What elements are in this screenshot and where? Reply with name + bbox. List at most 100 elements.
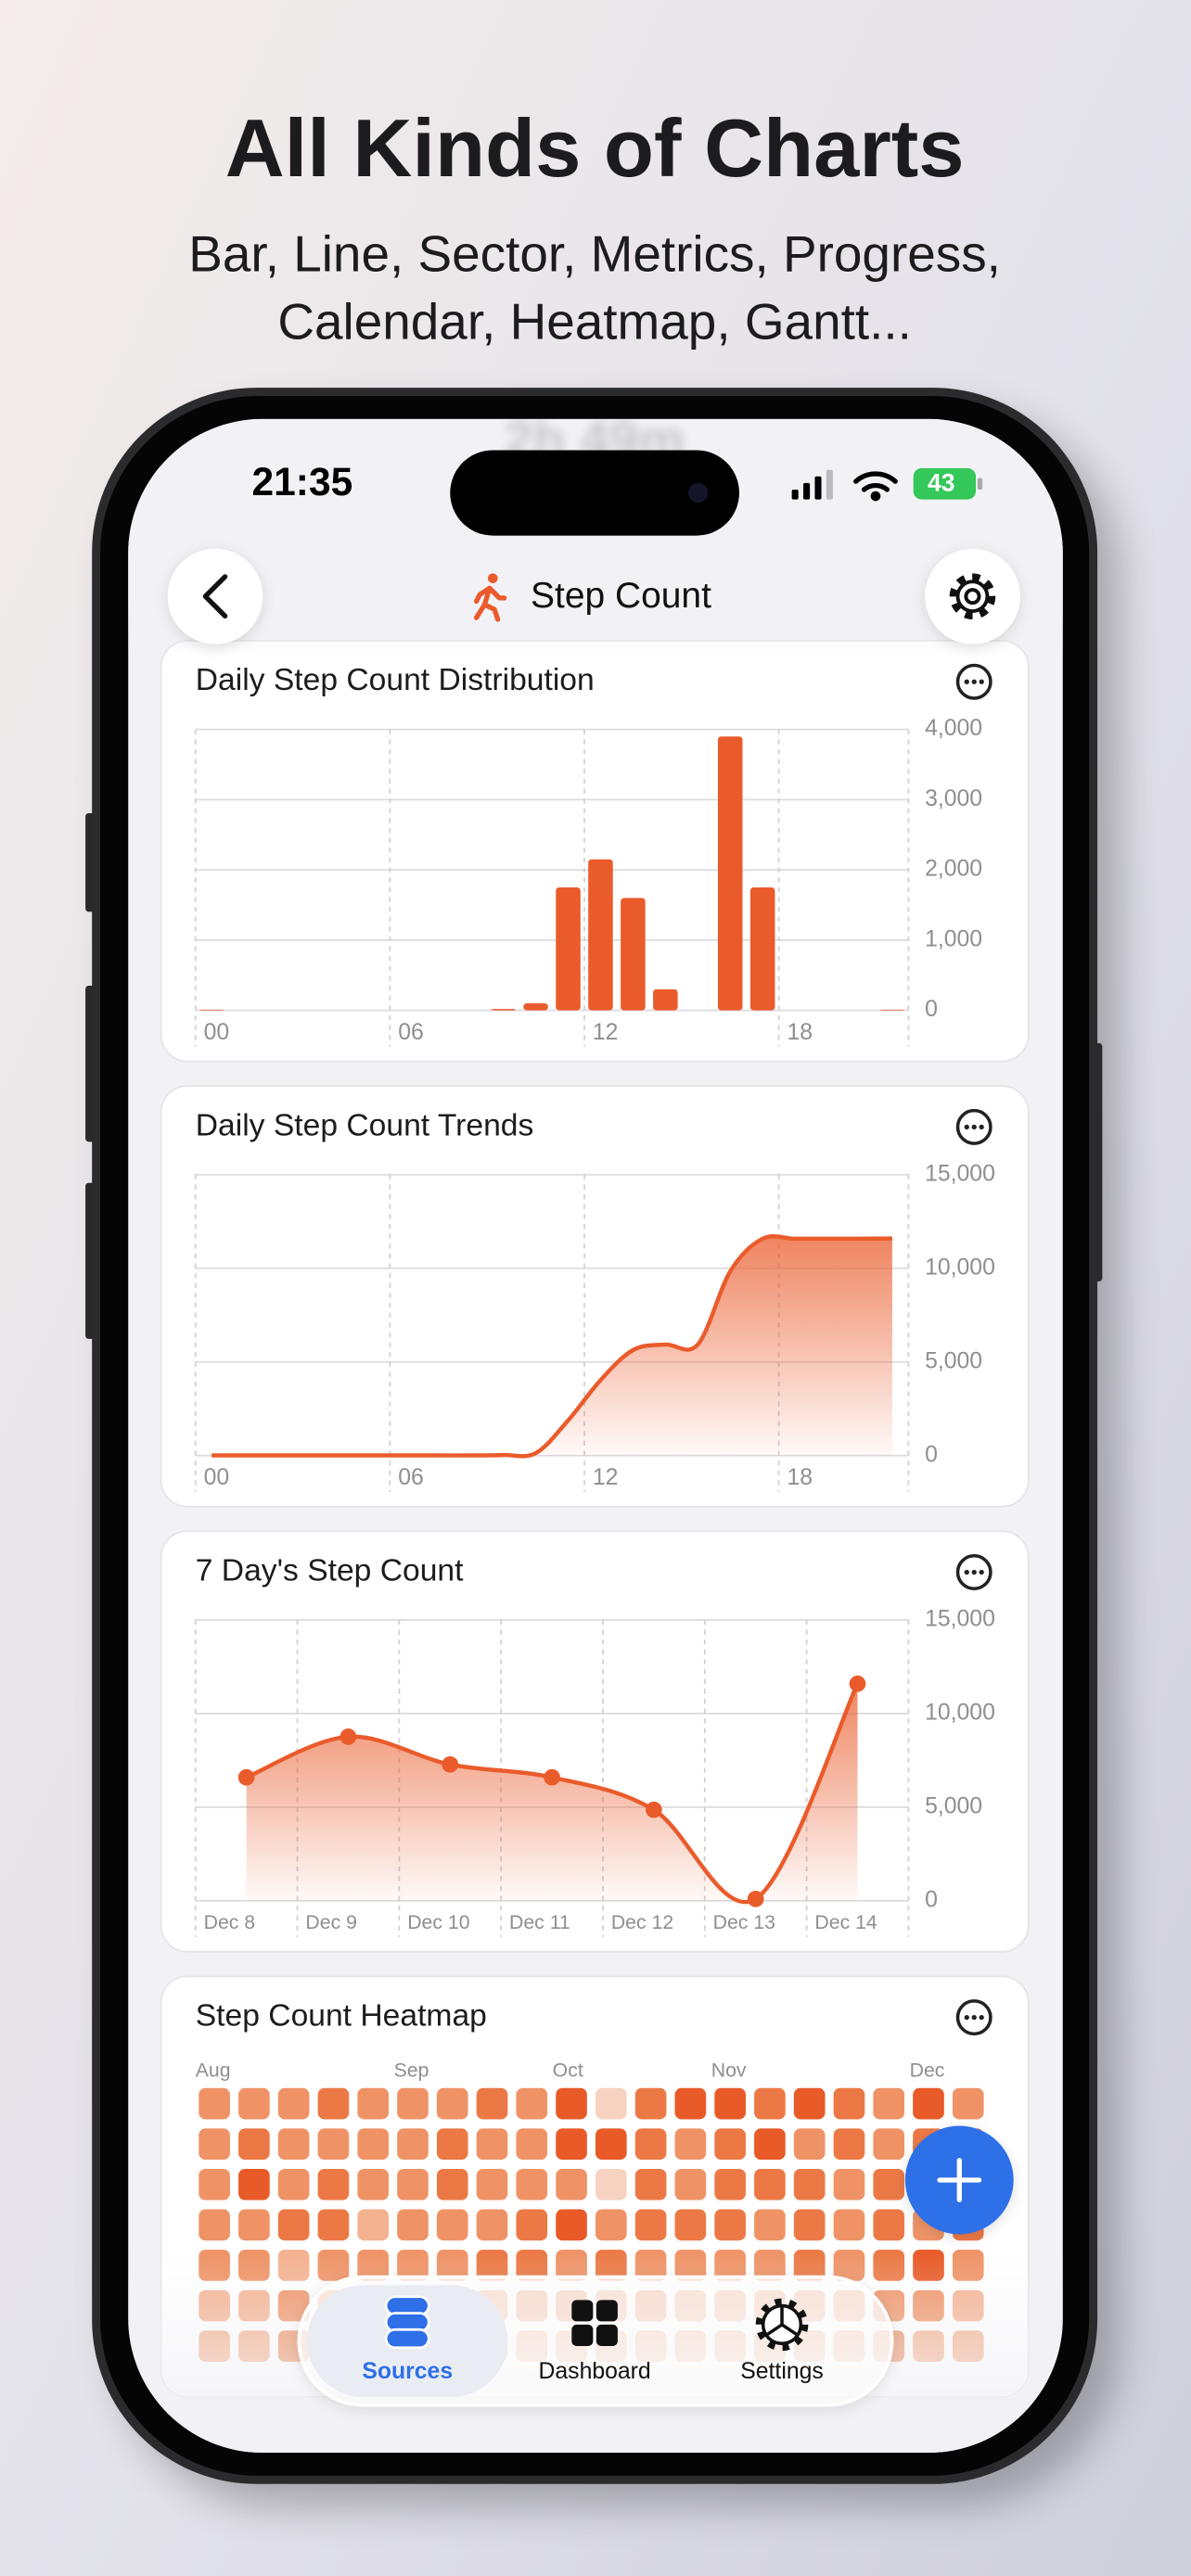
x-tick-label: 06: [398, 1465, 424, 1490]
x-tick-label: Dec 12: [611, 1911, 673, 1933]
x-tick-label: 18: [787, 1020, 813, 1045]
x-tick-label: 18: [787, 1465, 813, 1490]
more-dot: [979, 679, 984, 684]
bar: [198, 1009, 224, 1011]
heat-cell: [833, 2209, 865, 2241]
heat-cell: [714, 2087, 746, 2120]
heat-cell: [397, 2087, 429, 2120]
bar: [556, 887, 581, 1011]
heat-cell: [436, 2209, 468, 2241]
heat-cell: [357, 2209, 390, 2241]
heat-cell: [516, 2168, 548, 2200]
x-tick-label: Dec 9: [305, 1911, 357, 1933]
y-tick-label: 0: [925, 1887, 938, 1912]
heat-cell: [516, 2209, 548, 2241]
heat-cell: [357, 2128, 390, 2161]
heat-cell: [833, 2087, 865, 2120]
heat-cell: [793, 2087, 826, 2120]
y-tick-label: 5,000: [925, 1348, 982, 1373]
gear-icon: [949, 573, 996, 619]
y-tick-label: 4,000: [925, 716, 982, 741]
back-button[interactable]: [167, 548, 263, 644]
heat-cell: [873, 2168, 905, 2200]
point: [849, 1675, 866, 1692]
bar: [749, 887, 775, 1011]
more-button[interactable]: [955, 1999, 992, 2036]
heat-cell: [317, 2128, 350, 2161]
heat-cell: [397, 2168, 429, 2200]
bar: [523, 1003, 548, 1011]
point: [747, 1890, 764, 1907]
heat-cell: [277, 2087, 310, 2120]
bar: [653, 988, 678, 1011]
heat-cell: [277, 2209, 310, 2241]
heat-cell: [674, 2168, 707, 2200]
tab-label[interactable]: Sources: [362, 2359, 453, 2384]
heat-cell: [397, 2128, 429, 2161]
tab-label[interactable]: Dashboard: [539, 2359, 651, 2384]
heat-cell: [596, 2168, 627, 2200]
subtitle: Calendar, Heatmap, Gantt...: [277, 292, 912, 350]
more-button[interactable]: [955, 1108, 992, 1145]
heat-cell: [634, 2087, 667, 2120]
add-icon: [937, 2158, 982, 2202]
heat-cell: [317, 2168, 350, 2200]
chart-title: 7 Day's Step Count: [196, 1553, 464, 1588]
heat-cell: [714, 2128, 746, 2161]
heat-cell: [397, 2209, 429, 2241]
heat-cell: [634, 2128, 667, 2161]
bar: [588, 859, 613, 1011]
heat-cell: [754, 2209, 786, 2241]
heat-cell: [436, 2087, 468, 2120]
more-button[interactable]: [955, 1554, 992, 1590]
y-tick-label: 10,000: [925, 1255, 995, 1280]
tab-label[interactable]: Settings: [740, 2359, 824, 2384]
heat-cell: [952, 2087, 984, 2120]
heat-cell: [754, 2168, 786, 2200]
heat-cell: [476, 2128, 508, 2161]
heat-cell: [516, 2087, 548, 2120]
heat-cell: [317, 2087, 350, 2120]
dash-square: [596, 2324, 618, 2346]
subtitle: Bar, Line, Sector, Metrics, Progress,: [188, 225, 1001, 283]
line: [211, 1234, 892, 1459]
more-button[interactable]: [955, 663, 992, 700]
back-icon: [202, 574, 228, 619]
heat-cell: [476, 2209, 508, 2241]
heat-cell: [596, 2209, 627, 2241]
tab-icon: [571, 2300, 618, 2346]
more-dot: [979, 1124, 984, 1130]
heat-cell: [556, 2209, 587, 2241]
x-tick-label: 12: [593, 1465, 619, 1490]
walk-icon: [473, 573, 507, 622]
dash-square: [571, 2300, 594, 2322]
chart-card: 7 Day's Step Count 0 5,000 10,000 15,000 Dec …: [160, 1530, 1030, 1953]
more-dot: [964, 1569, 969, 1575]
x-tick-label: Dec 14: [814, 1911, 877, 1933]
month-label: Aug: [196, 2060, 231, 2082]
x-tick-label: Dec 13: [713, 1911, 775, 1933]
y-tick-label: 0: [925, 1442, 938, 1467]
y-tick-label: 1,000: [925, 926, 982, 951]
x-tick-label: 06: [398, 1020, 424, 1045]
point: [237, 1768, 255, 1786]
x-tick-label: Dec 10: [407, 1911, 469, 1933]
bar: [879, 1009, 905, 1011]
heat-cell: [793, 2168, 826, 2200]
status-time: 21:35: [252, 461, 353, 504]
heat-cell: [754, 2128, 786, 2161]
heat-cell: [556, 2128, 587, 2161]
tab-icon: [384, 2295, 430, 2350]
point: [442, 1755, 459, 1773]
more-dot: [964, 1124, 969, 1130]
chart-card: Daily Step Count Trends 0 5,000 10,000 15,00…: [160, 1085, 1030, 1508]
x-tick-label: 00: [204, 1465, 230, 1490]
heat-cell: [674, 2087, 707, 2120]
tab-bar: Sources Dashboard Settings: [297, 2275, 894, 2407]
dash-square: [571, 2324, 594, 2346]
month-label: Nov: [711, 2060, 747, 2082]
chart-title: Step Count Heatmap: [196, 1999, 487, 2034]
bar: [717, 736, 743, 1011]
